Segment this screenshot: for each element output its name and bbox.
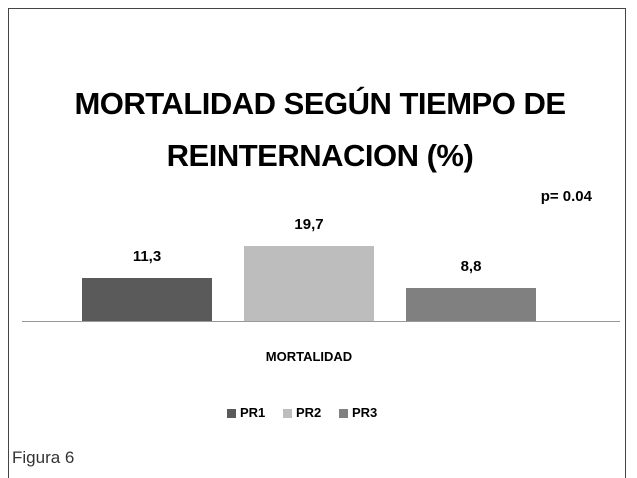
data-label: 11,3 (132, 248, 162, 266)
chart-frame (8, 8, 626, 478)
legend-swatch (339, 409, 348, 418)
legend-swatch (227, 409, 236, 418)
annotation: p= 0.04 (540, 188, 592, 205)
bar (82, 278, 212, 321)
data-label: 8,8 (460, 257, 482, 275)
caption: Figura 6 (12, 448, 75, 467)
bar (406, 287, 536, 321)
legend-label: PR2 (296, 405, 322, 420)
legend-label: PR1 (240, 405, 266, 420)
x-tick-label: MORTALIDAD (265, 349, 353, 364)
bar (244, 246, 374, 321)
data-label: 19,7 (294, 216, 324, 234)
legend-label: PR3 (352, 405, 378, 420)
baseline (22, 321, 620, 322)
chart-title: MORTALIDAD SEGÚN TIEMPO DE REINTERNACION… (74, 86, 566, 173)
legend-swatch (283, 409, 292, 418)
